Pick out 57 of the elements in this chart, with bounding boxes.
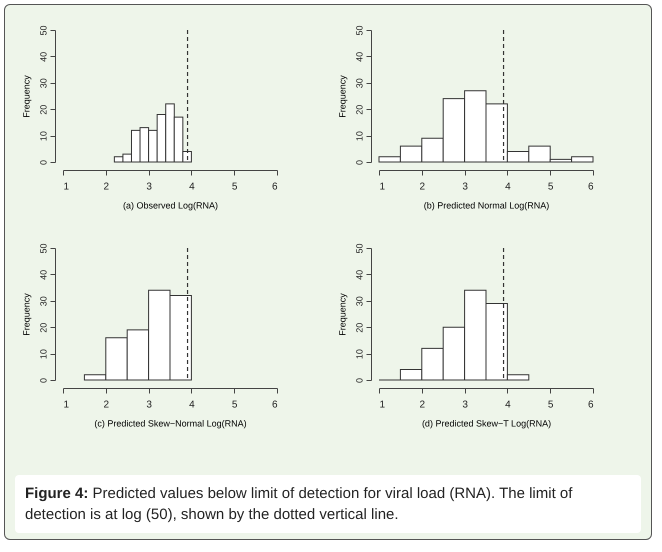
y-tick-label: 40 bbox=[354, 270, 364, 280]
y-tick-label: 30 bbox=[354, 78, 364, 88]
x-axis-title: (d) Predicted Skew−T Log(RNA) bbox=[422, 418, 552, 428]
y-tick-label: 50 bbox=[354, 243, 364, 254]
y-tick-label: 50 bbox=[38, 25, 48, 36]
x-tick-label: 5 bbox=[548, 400, 554, 410]
y-tick-label: 30 bbox=[38, 296, 48, 306]
x-tick-label: 1 bbox=[380, 400, 386, 410]
x-tick-label: 2 bbox=[420, 400, 426, 410]
x-tick-label: 6 bbox=[588, 400, 594, 410]
x-tick-label: 4 bbox=[505, 400, 512, 410]
x-tick-label: 2 bbox=[104, 182, 110, 192]
x-tick-label: 1 bbox=[64, 400, 70, 410]
y-tick-label: 20 bbox=[38, 104, 48, 115]
x-tick-label: 2 bbox=[420, 182, 426, 192]
x-tick-label: 1 bbox=[64, 182, 70, 192]
x-tick-label: 4 bbox=[189, 182, 196, 192]
x-tick-label: 6 bbox=[272, 400, 278, 410]
y-tick-label: 0 bbox=[354, 378, 364, 384]
y-axis-title: Frequency bbox=[338, 292, 348, 336]
y-axis-title: Frequency bbox=[22, 74, 32, 118]
x-tick-label: 3 bbox=[462, 182, 468, 192]
y-tick-label: 10 bbox=[354, 131, 364, 142]
x-axis-title: (b) Predicted Normal Log(RNA) bbox=[424, 200, 550, 210]
x-tick-label: 3 bbox=[146, 182, 152, 192]
y-tick-label: 0 bbox=[354, 160, 364, 166]
y-tick-label: 20 bbox=[354, 104, 364, 115]
y-tick-label: 0 bbox=[38, 160, 48, 166]
y-tick-label: 20 bbox=[354, 322, 364, 333]
y-axis-title: Frequency bbox=[338, 74, 348, 118]
x-tick-label: 5 bbox=[232, 400, 238, 410]
x-tick-label: 4 bbox=[189, 400, 196, 410]
caption: Figure 4: Predicted values below limit of detection for viral load (RNA). The limit of detection is at log (50), shown by the dotted vertical line. bbox=[25, 484, 574, 525]
y-tick-label: 10 bbox=[354, 349, 364, 360]
x-tick-label: 2 bbox=[104, 400, 110, 410]
x-tick-label: 6 bbox=[272, 182, 278, 192]
y-tick-label: 10 bbox=[38, 349, 48, 360]
x-tick-label: 3 bbox=[146, 400, 152, 410]
x-tick-label: 3 bbox=[462, 400, 468, 410]
x-axis-title: (c) Predicted Skew−Normal Log(RNA) bbox=[94, 418, 247, 428]
y-tick-label: 20 bbox=[38, 322, 48, 333]
x-tick-label: 5 bbox=[232, 182, 238, 192]
y-tick-label: 40 bbox=[38, 52, 48, 62]
y-tick-label: 30 bbox=[38, 78, 48, 88]
y-tick-label: 50 bbox=[354, 25, 364, 36]
x-axis-title: (a) Observed Log(RNA) bbox=[122, 200, 218, 210]
y-axis-title: Frequency bbox=[22, 292, 32, 336]
y-tick-label: 10 bbox=[38, 131, 48, 142]
x-tick-label: 1 bbox=[380, 182, 386, 192]
y-tick-label: 50 bbox=[38, 243, 48, 254]
x-tick-label: 5 bbox=[548, 182, 554, 192]
x-tick-label: 4 bbox=[505, 182, 512, 192]
y-tick-label: 40 bbox=[354, 52, 364, 62]
y-tick-label: 0 bbox=[38, 378, 48, 384]
y-tick-label: 30 bbox=[354, 296, 364, 306]
x-tick-label: 6 bbox=[588, 182, 594, 192]
y-tick-label: 40 bbox=[38, 270, 48, 280]
